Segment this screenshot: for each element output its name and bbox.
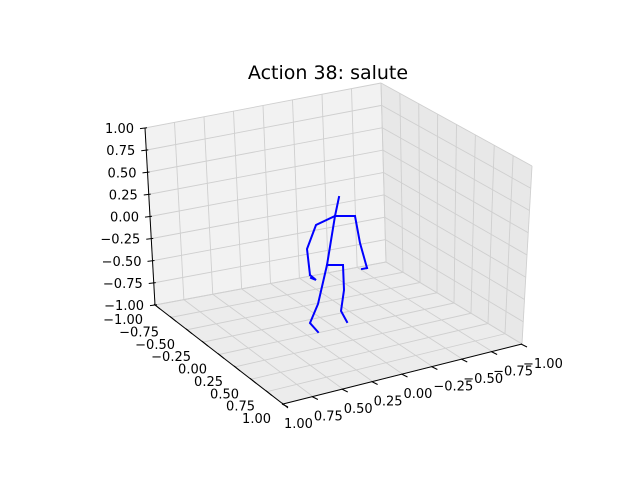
z-tick-mark — [147, 260, 155, 262]
grid-line — [153, 239, 386, 284]
skeleton-bone — [353, 214, 369, 270]
z-tick-label: −0.25 — [100, 233, 140, 248]
left-tick-mark — [233, 365, 241, 372]
skeleton-figure — [305, 195, 369, 334]
grid-line — [470, 134, 476, 314]
right-tick-mark — [341, 388, 348, 393]
chart-title: Action 38: salute — [248, 62, 408, 84]
grid-line — [385, 239, 524, 323]
left-tick-mark — [153, 303, 161, 310]
left-tick-label: −0.25 — [151, 350, 191, 365]
skeleton-bone — [333, 195, 355, 217]
skeleton-bone — [305, 214, 337, 277]
grid-line — [487, 145, 495, 324]
skeleton-bone — [339, 263, 349, 324]
left-tick-mark — [169, 315, 177, 322]
tick-labels: 1.000.750.500.250.00−0.25−0.50−0.75−1.00… — [100, 122, 562, 432]
z-tick-label: 0.75 — [106, 144, 135, 159]
z-tick-label: −0.75 — [103, 277, 143, 292]
z-tick-mark — [142, 171, 150, 174]
left-tick-label: 0.25 — [194, 375, 223, 390]
grid-line — [328, 272, 463, 360]
right-tick-label: −0.25 — [433, 380, 473, 395]
left-tick-mark — [185, 328, 193, 335]
left-tick-mark — [201, 340, 209, 347]
left-tick-mark — [265, 390, 273, 397]
left-tick-label: 0.00 — [178, 363, 207, 378]
right-tick-label: −0.75 — [493, 365, 533, 380]
grid-line — [266, 333, 506, 393]
z-tick-mark — [146, 237, 154, 240]
grid-line — [383, 194, 526, 278]
grid-line — [234, 312, 472, 368]
z-tick-label: −0.50 — [102, 255, 142, 270]
z-tick-label: 0.25 — [109, 188, 138, 203]
skeleton-bone — [308, 273, 317, 281]
grid-line — [321, 94, 329, 273]
left-tick-label: 0.50 — [210, 387, 239, 402]
left-tick-label: −0.50 — [135, 338, 175, 353]
right-tick-label: 1.00 — [284, 417, 313, 432]
floor-pane — [155, 262, 522, 404]
right-tick-label: 0.75 — [314, 410, 343, 425]
right-tick-mark — [490, 351, 498, 355]
right-tick-label: −0.50 — [463, 372, 503, 387]
left-tick-label: −1.00 — [103, 313, 143, 328]
grid-line — [521, 165, 533, 345]
grid-line — [151, 194, 385, 240]
left-tick-label: −0.75 — [119, 325, 159, 340]
grid-line — [152, 216, 385, 262]
right-tick-mark — [461, 358, 468, 363]
right-tick-label: −1.00 — [523, 357, 563, 372]
right-tick-mark — [431, 366, 438, 370]
grid-line — [383, 172, 528, 256]
right-tick-mark — [281, 403, 289, 408]
skeleton-bone — [360, 266, 369, 271]
z-tick-mark — [148, 282, 156, 284]
right-tick-mark — [401, 373, 408, 378]
skeleton-bone — [308, 263, 329, 334]
skeleton-bone — [325, 214, 337, 267]
right-tick-mark — [311, 396, 319, 400]
z-tick-mark — [141, 149, 149, 152]
z-tick-label: 0.50 — [108, 166, 137, 181]
right-tick-label: 0.25 — [374, 395, 403, 410]
z-tick-mark — [139, 127, 148, 130]
grid-line — [356, 266, 493, 352]
z-tick-label: −1.00 — [104, 299, 144, 314]
grid-line — [385, 261, 523, 345]
right-tick-mark — [371, 381, 378, 385]
z-tick-mark — [144, 215, 153, 218]
grid-line — [218, 302, 455, 355]
grid-line — [504, 155, 514, 334]
grid-line — [292, 99, 300, 279]
grid-line — [380, 82, 387, 263]
grid-line — [154, 261, 387, 306]
grid-line — [384, 216, 525, 300]
left-tick-mark — [217, 353, 225, 359]
z-tick-label: 1.00 — [105, 122, 134, 137]
z-tick-label: 0.00 — [110, 211, 139, 226]
right-tick-label: 0.50 — [344, 402, 373, 417]
grid-line — [149, 172, 384, 217]
grid-line — [250, 323, 489, 380]
grid-line — [351, 88, 358, 268]
right-tick-mark — [520, 343, 528, 348]
z-tick-mark — [143, 193, 151, 196]
axes — [139, 127, 528, 409]
left-tick-mark — [249, 377, 257, 384]
right-tick-label: 0.00 — [404, 387, 433, 402]
left-tick-label: 1.00 — [242, 412, 271, 427]
left-tick-label: 0.75 — [226, 400, 255, 415]
